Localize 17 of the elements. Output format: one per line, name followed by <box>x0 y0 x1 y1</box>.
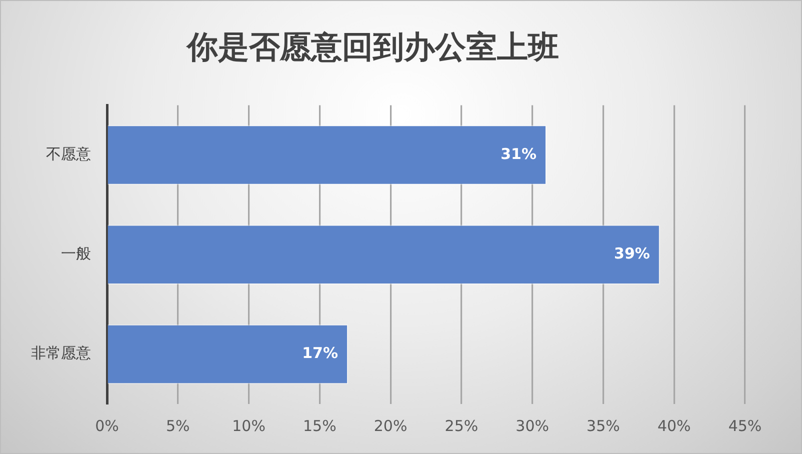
y-tick-label: 非常愿意 <box>31 344 91 362</box>
x-tick-label: 20% <box>374 416 408 435</box>
x-tick-label: 10% <box>232 416 266 435</box>
x-tick-label: 30% <box>516 416 550 435</box>
x-tick-label: 5% <box>166 416 190 435</box>
x-tick-label: 45% <box>728 416 762 435</box>
x-tick-label: 0% <box>95 416 119 435</box>
chart-title: 你是否愿意回到办公室上班 <box>185 30 559 66</box>
data-label: 39% <box>614 244 650 262</box>
y-tick-label: 不愿意 <box>46 144 91 163</box>
x-tick-label: 40% <box>657 416 691 435</box>
data-label: 17% <box>302 344 338 362</box>
x-tick-label: 35% <box>586 416 620 435</box>
data-label: 31% <box>500 144 537 163</box>
y-tick-label: 一般 <box>61 244 91 262</box>
x-tick-label: 25% <box>444 416 478 435</box>
x-tick-label: 15% <box>302 416 336 435</box>
